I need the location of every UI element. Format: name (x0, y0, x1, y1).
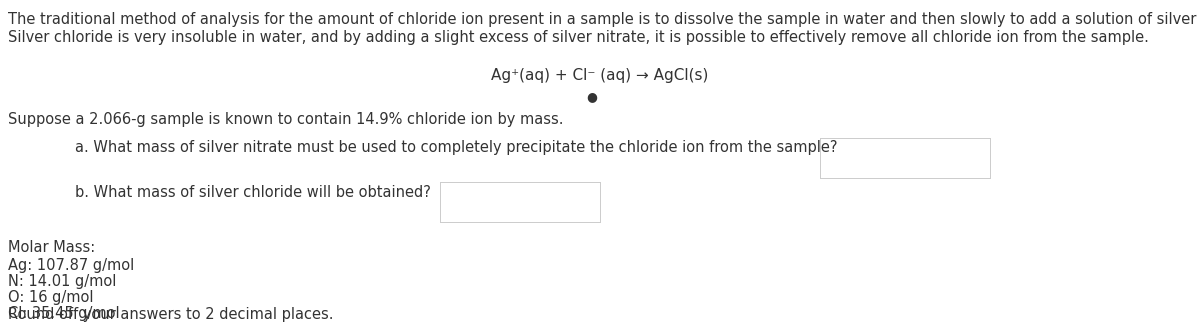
Text: Suppose a 2.066-g sample is known to contain 14.9% chloride ion by mass.: Suppose a 2.066-g sample is known to con… (8, 112, 564, 127)
Text: Round off your answers to 2 decimal places.: Round off your answers to 2 decimal plac… (8, 307, 334, 322)
Text: Silver chloride is very insoluble in water, and by adding a slight excess of sil: Silver chloride is very insoluble in wat… (8, 30, 1148, 45)
Text: Ag⁺(aq) + Cl⁻ (aq) → AgCl(s): Ag⁺(aq) + Cl⁻ (aq) → AgCl(s) (491, 68, 709, 83)
Text: The traditional method of analysis for the amount of chloride ion present in a s: The traditional method of analysis for t… (8, 12, 1200, 27)
Text: ●: ● (587, 90, 598, 103)
Text: Cl: 35.45 g/mol: Cl: 35.45 g/mol (8, 306, 120, 321)
Text: b. What mass of silver chloride will be obtained?: b. What mass of silver chloride will be … (74, 185, 431, 200)
Text: a. What mass of silver nitrate must be used to completely precipitate the chlori: a. What mass of silver nitrate must be u… (74, 140, 838, 155)
Text: O: 16 g/mol: O: 16 g/mol (8, 290, 94, 305)
Text: Molar Mass:: Molar Mass: (8, 240, 95, 255)
Text: Ag: 107.87 g/mol: Ag: 107.87 g/mol (8, 258, 134, 273)
Text: N: 14.01 g/mol: N: 14.01 g/mol (8, 274, 116, 289)
